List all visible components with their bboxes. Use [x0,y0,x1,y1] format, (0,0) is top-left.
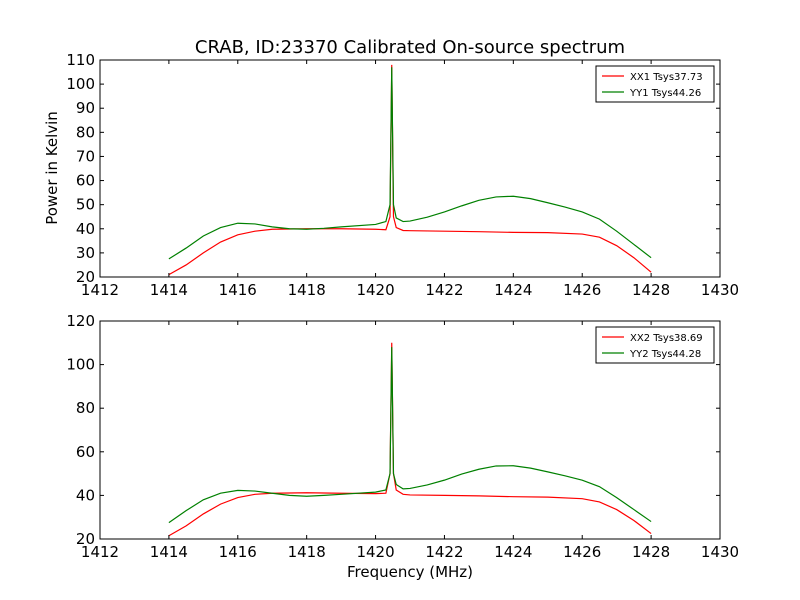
x-tick-label: 1412 [81,543,119,561]
y-tick-label: 30 [76,244,95,262]
top-plot: 1412 1414 1416 1418 1420 1422 1424 1426 1428 1430… [66,51,739,299]
y-tick-label: 100 [66,75,95,93]
x-tick-label: 1412 [81,281,119,299]
x-tick-label: 1426 [563,281,601,299]
x-tick-label: 1420 [356,543,394,561]
legend: XX2 Tsys38.69 YY2 Tsys44.28 [595,326,715,364]
y-axis-label: Power in Kelvin [43,111,61,225]
x-tick-label: 1422 [425,543,463,561]
plot-frame [99,320,721,540]
y-tick-label: 40 [76,220,95,238]
y-tick-label: 20 [76,530,95,548]
legend-box [595,65,715,103]
y-tick-label: 20 [76,268,95,286]
legend-entry: YY1 Tsys44.26 [629,88,701,99]
y-tick-label: 120 [66,312,95,330]
legend-entry: XX2 Tsys38.69 [630,333,703,344]
legend-entry: XX1 Tsys37.73 [630,72,703,83]
series-line-xx1 [168,64,652,276]
y-tick-label: 70 [76,147,95,165]
x-tick-label: 1420 [356,281,394,299]
plot-frame [99,59,721,278]
y-tick-label: 80 [76,399,95,417]
series-line-yy1 [168,67,652,260]
x-tick-label: 1414 [150,543,188,561]
y-tick-label: 110 [66,51,95,69]
x-axis-label: Frequency (MHz) [347,563,473,581]
legend: XX1 Tsys37.73 YY1 Tsys44.26 [595,65,715,103]
x-tick-label: 1418 [288,543,326,561]
x-tick-label: 1416 [219,281,257,299]
y-tick-label: 90 [76,99,95,117]
x-tick-label: 1424 [494,281,532,299]
bottom-plot: 1412 1414 1416 1418 1420 1422 1424 1426 1428 1430… [66,312,739,561]
x-tick-label: 1422 [425,281,463,299]
y-tick-label: 50 [76,196,95,214]
x-tick-label: 1428 [632,281,670,299]
y-tick-label: 60 [76,172,95,190]
y-tick-label: 100 [66,356,95,374]
x-tick-label: 1430 [701,281,739,299]
y-tick-label: 60 [76,443,95,461]
series-line-xx2 [168,342,652,537]
x-tick-label: 1430 [701,543,739,561]
legend-box [595,326,715,364]
x-tick-label: 1418 [288,281,326,299]
legend-entry: YY2 Tsys44.28 [629,349,701,360]
x-tick-label: 1424 [494,543,532,561]
series-line-yy2 [168,347,652,524]
x-tick-label: 1426 [563,543,601,561]
chart-title: CRAB, ID:23370 Calibrated On-source spec… [195,37,625,58]
x-tick-label: 1414 [150,281,188,299]
y-tick-label: 80 [76,123,95,141]
y-tick-label: 40 [76,486,95,504]
x-tick-label: 1416 [219,543,257,561]
x-tick-label: 1428 [632,543,670,561]
